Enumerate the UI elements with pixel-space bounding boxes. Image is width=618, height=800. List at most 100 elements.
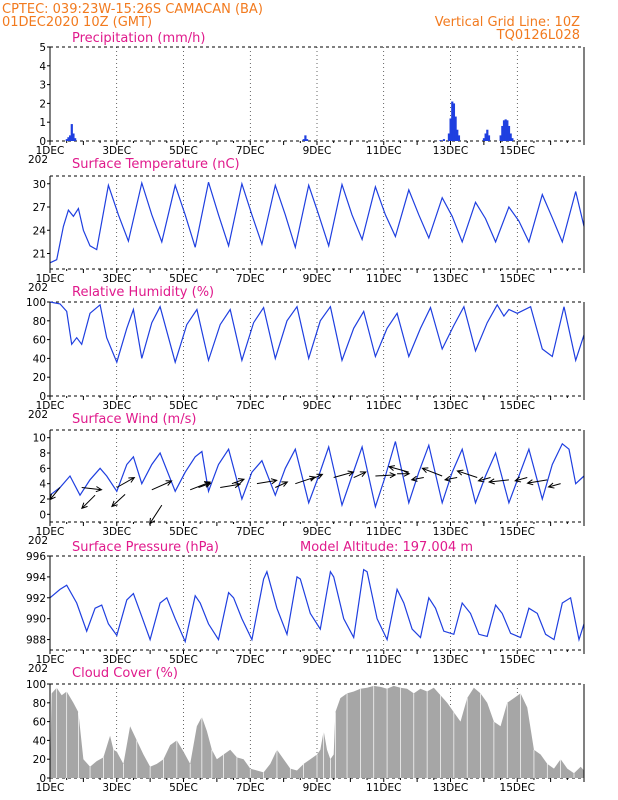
precip-bar: [447, 133, 451, 141]
y-tick-label: 60: [33, 335, 46, 347]
panel-title: Precipitation (mm/h): [72, 31, 205, 46]
precip-bar: [456, 129, 459, 141]
precip-bar: [442, 139, 446, 141]
series-line: [49, 180, 585, 264]
wind-vector: [295, 475, 317, 485]
y-tick-label: 40: [33, 353, 46, 365]
wind-vector: [333, 470, 355, 479]
x-tick-label: 9DEC: [303, 273, 332, 285]
wind-vector: [151, 480, 173, 491]
precip-bar: [74, 138, 77, 141]
wind-vector: [116, 477, 136, 488]
precip-bar: [507, 125, 511, 141]
wind-vector: [198, 481, 212, 488]
x-tick-label: 15DEC: [500, 273, 535, 285]
wind-vector: [149, 504, 163, 525]
precip-bar: [504, 119, 507, 141]
precip-bar: [451, 101, 454, 141]
precip-bar: [499, 135, 502, 141]
precip-bar: [304, 135, 307, 141]
panel-1: 21 24 27 30 1DEC 3DEC 5DEC 7DEC 9DEC 11DEC 13DEC 15…: [28, 157, 585, 294]
x-tick-label: 7DEC: [236, 273, 265, 285]
y-tick-label: 20: [33, 754, 46, 766]
x-tick-label: 5DEC: [169, 526, 198, 538]
precip-bar: [509, 133, 512, 141]
y-tick-label: 3: [39, 80, 46, 92]
precip-bar: [511, 138, 514, 141]
wind-vector: [231, 478, 246, 485]
y-tick-label: 80: [33, 698, 46, 710]
year-label: 202: [28, 282, 48, 294]
panel-2: 0 20 40 60 80 100 1DEC 3DEC 5DEC 7DEC 9DEC 11DEC 13D…: [26, 285, 585, 421]
precip-bar: [305, 139, 309, 141]
panel-title: Surface Wind (m/s): [72, 412, 196, 427]
x-tick-label: 1DEC: [36, 526, 65, 538]
year-label: 202: [28, 535, 48, 547]
x-tick-label: 3DEC: [102, 654, 131, 666]
x-tick-label: 13DEC: [433, 782, 468, 794]
precip-bar: [67, 137, 70, 141]
x-tick-label: 15DEC: [500, 654, 535, 666]
x-tick-label: 13DEC: [433, 654, 468, 666]
y-tick-label: 992: [26, 593, 46, 605]
wind-vector: [189, 481, 212, 491]
precip-bar: [72, 133, 75, 141]
wind-vector: [81, 486, 103, 493]
wind-vector: [547, 482, 561, 489]
y-tick-label: 10: [33, 433, 46, 445]
wind-vector: [410, 475, 424, 482]
x-tick-label: 13DEC: [433, 400, 468, 412]
wind-vector: [353, 471, 367, 478]
precip-bar: [457, 135, 461, 141]
wind-vector: [111, 494, 126, 508]
y-tick-label: 1: [39, 117, 46, 129]
x-tick-label: 3DEC: [102, 782, 131, 794]
precip-bar: [439, 140, 442, 141]
x-tick-label: 7DEC: [236, 145, 265, 157]
x-tick-label: 3DEC: [102, 400, 131, 412]
y-tick-label: 990: [26, 614, 46, 626]
wind-vector: [443, 475, 458, 482]
wind-vector: [256, 478, 278, 485]
y-tick-label: 996: [26, 551, 46, 563]
y-tick-label: 100: [26, 297, 46, 309]
wind-vector: [387, 465, 409, 473]
y-tick-label: 24: [33, 225, 47, 237]
wind-vector: [220, 482, 242, 489]
x-tick-label: 15DEC: [500, 145, 535, 157]
y-tick-label: 0: [39, 391, 46, 403]
x-tick-label: 5DEC: [169, 654, 198, 666]
panel-4: 988 990 992 994 996 1DEC 3DEC 5DEC 7DEC 9DEC 11DEC…: [26, 540, 585, 675]
precip-bar: [502, 120, 506, 141]
precip-bar: [449, 118, 452, 141]
x-tick-label: 11DEC: [366, 400, 401, 412]
y-tick-label: 5: [39, 42, 46, 54]
precip-bar: [65, 139, 68, 141]
precip-bar: [506, 120, 509, 141]
header-vertical-grid-line: Vertical Grid Line: 10Z: [435, 15, 580, 30]
precip-bar: [484, 133, 487, 141]
y-tick-label: 4: [39, 61, 46, 73]
x-tick-label: 3DEC: [102, 526, 131, 538]
x-tick-label: 15DEC: [500, 400, 535, 412]
y-tick-label: 80: [33, 316, 46, 328]
x-tick-label: 5DEC: [169, 145, 198, 157]
series-line: [49, 301, 585, 365]
wind-vector: [526, 479, 548, 486]
y-tick-label: 994: [26, 572, 46, 584]
y-tick-label: 2: [39, 98, 46, 110]
y-tick-label: 20: [33, 372, 46, 384]
precip-bar: [69, 135, 72, 141]
x-tick-label: 11DEC: [366, 654, 401, 666]
wind-vector: [375, 472, 397, 479]
x-tick-label: 7DEC: [236, 526, 265, 538]
panel-3: 0 2 4 6 8 10 1DEC 3DEC 5DEC 7DEC 9DEC 11DEC 13DEC 15D…: [28, 412, 585, 547]
x-tick-label: 7DEC: [236, 400, 265, 412]
x-tick-label: 9DEC: [303, 526, 332, 538]
y-tick-label: 8: [39, 448, 46, 460]
x-tick-label: 13DEC: [433, 145, 468, 157]
wind-vector: [81, 494, 96, 510]
y-tick-label: 2: [39, 494, 46, 506]
wind-vector: [275, 481, 289, 488]
